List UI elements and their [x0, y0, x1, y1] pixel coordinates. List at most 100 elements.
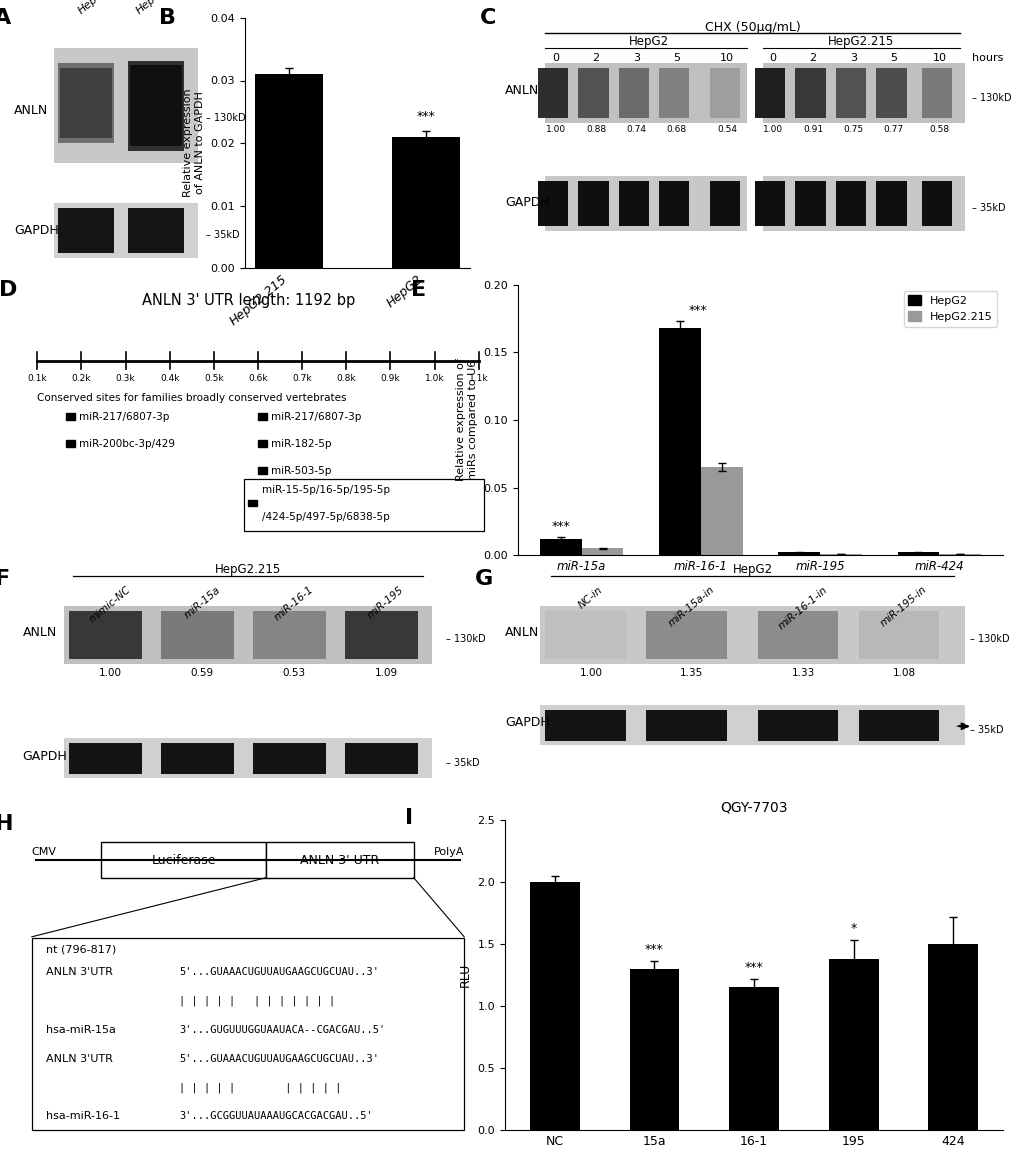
Text: HepG2.215: HepG2.215	[827, 36, 894, 49]
Text: – 130kD: – 130kD	[971, 92, 1011, 103]
Text: – 35kD: – 35kD	[971, 203, 1005, 213]
Bar	[539, 539, 581, 555]
Text: 1.00: 1.00	[579, 668, 602, 679]
Bar	[160, 743, 234, 773]
Bar	[32, 939, 464, 1131]
Text: miR-503-5p: miR-503-5p	[271, 466, 331, 475]
Text: PolyA: PolyA	[433, 847, 464, 857]
Text: /424-5p/497-5p/6838-5p: /424-5p/497-5p/6838-5p	[262, 512, 389, 523]
Bar	[253, 610, 326, 659]
Text: 3'...GCGGUUAUAAAUGCACGACGAU..5': 3'...GCGGUUAUAAAUGCACGACGAU..5'	[178, 1111, 372, 1121]
Legend: HepG2, HepG2.215: HepG2, HepG2.215	[903, 290, 997, 326]
Text: ANLN 3'UTR: ANLN 3'UTR	[46, 968, 112, 977]
Text: – 130kD: – 130kD	[445, 635, 485, 644]
Bar	[658, 328, 700, 555]
Bar	[127, 208, 183, 253]
Text: ANLN: ANLN	[504, 84, 539, 97]
Text: – 130kD: – 130kD	[969, 635, 1008, 644]
Bar	[819, 554, 861, 555]
Bar	[64, 739, 432, 778]
Bar	[545, 62, 747, 123]
Bar	[629, 969, 679, 1131]
Bar	[921, 68, 951, 118]
Bar	[545, 176, 747, 230]
Bar	[545, 610, 626, 659]
Bar	[537, 180, 568, 225]
Text: | | | | |   | | | | | | |: | | | | | | | | | | | |	[178, 996, 335, 1007]
Bar	[762, 62, 964, 123]
Text: HepG2: HepG2	[76, 0, 112, 15]
Text: 0.54: 0.54	[716, 126, 737, 134]
Bar	[875, 180, 906, 225]
Bar	[344, 743, 418, 773]
Text: | | | | |        | | | | |: | | | | | | | | | |	[178, 1082, 341, 1092]
Text: 1.00: 1.00	[545, 126, 566, 134]
Text: 0.53: 0.53	[282, 668, 306, 679]
Bar	[709, 180, 739, 225]
Text: HepG2.215: HepG2.215	[135, 0, 190, 15]
Bar	[54, 49, 198, 163]
Text: 0.68: 0.68	[666, 126, 686, 134]
Text: 1.1k: 1.1k	[469, 375, 488, 383]
Bar	[938, 554, 980, 555]
Bar	[858, 710, 938, 741]
Text: 0.3k: 0.3k	[115, 375, 136, 383]
Text: 0.75: 0.75	[843, 126, 863, 134]
Bar	[344, 610, 418, 659]
Text: *: *	[850, 922, 856, 935]
Text: 0.8k: 0.8k	[336, 375, 356, 383]
Text: Luciferase: Luciferase	[151, 853, 216, 867]
Text: 0.58: 0.58	[928, 126, 949, 134]
Bar	[530, 882, 579, 1131]
Bar	[875, 68, 906, 118]
Bar	[68, 610, 142, 659]
Text: E: E	[411, 280, 426, 299]
Bar	[54, 203, 198, 258]
Text: ANLN 3'UTR: ANLN 3'UTR	[46, 1053, 112, 1064]
Text: mimic-NC: mimic-NC	[88, 585, 132, 624]
Bar	[244, 480, 483, 531]
Text: ANLN 3' UTR: ANLN 3' UTR	[300, 853, 379, 867]
Bar	[540, 705, 964, 744]
Text: 0.88: 0.88	[585, 126, 605, 134]
Text: 10: 10	[719, 53, 734, 62]
Text: HepG2: HepG2	[629, 36, 668, 49]
Bar	[897, 553, 938, 555]
Bar	[160, 610, 234, 659]
Text: HepG2: HepG2	[732, 563, 771, 576]
Text: miR-182-5p: miR-182-5p	[271, 438, 331, 449]
Text: 0.91: 0.91	[802, 126, 822, 134]
Text: miR-16-1: miR-16-1	[272, 585, 315, 623]
Text: 1.08: 1.08	[892, 668, 915, 679]
Text: B: B	[159, 8, 176, 28]
Bar	[754, 180, 785, 225]
Text: miR-217/6807-3p: miR-217/6807-3p	[271, 412, 362, 422]
Text: 0.1k: 0.1k	[28, 375, 47, 383]
Bar	[777, 553, 819, 555]
Bar	[249, 499, 257, 506]
Y-axis label: Relative expression of
miRs compared to U6: Relative expression of miRs compared to …	[455, 358, 478, 481]
Bar	[391, 136, 460, 268]
Bar	[619, 68, 648, 118]
Bar	[700, 467, 742, 555]
Text: 10: 10	[931, 53, 946, 62]
Bar	[795, 68, 825, 118]
Text: miR-195: miR-195	[366, 585, 406, 621]
Bar	[581, 548, 623, 555]
Text: miR-15-5p/16-5p/195-5p: miR-15-5p/16-5p/195-5p	[262, 486, 389, 495]
Bar	[66, 440, 74, 447]
Bar	[619, 180, 648, 225]
Text: 1.00: 1.00	[99, 668, 121, 679]
Text: hours: hours	[971, 53, 1003, 62]
Bar	[68, 743, 142, 773]
Bar	[921, 180, 951, 225]
Text: 0.77: 0.77	[883, 126, 903, 134]
Text: 1.09: 1.09	[374, 668, 397, 679]
Bar	[757, 710, 838, 741]
Text: 0.59: 0.59	[191, 668, 213, 679]
Text: Conserved sites for families broadly conserved vertebrates: Conserved sites for families broadly con…	[37, 393, 346, 403]
Text: 0: 0	[551, 53, 558, 62]
Text: miR-217/6807-3p: miR-217/6807-3p	[79, 412, 169, 422]
Bar	[927, 944, 977, 1131]
Text: GAPDH: GAPDH	[504, 717, 549, 729]
